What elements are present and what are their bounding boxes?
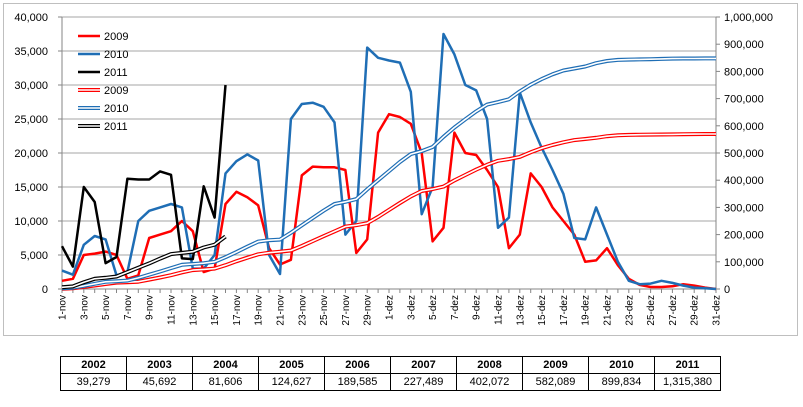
x-tick-label: 21-dez — [603, 295, 614, 326]
x-tick-label: 15-nov — [210, 295, 221, 326]
x-tick-label: 27-dez — [668, 295, 679, 326]
x-tick-label: 3-nov — [79, 295, 90, 320]
y-right-tick-label: 300,000 — [724, 202, 764, 214]
legend-label: 2010 — [104, 103, 128, 115]
x-tick-label: 15-dez — [537, 295, 548, 326]
total-cell: 1,315,380 — [654, 373, 721, 391]
x-tick-label: 19-dez — [581, 295, 592, 326]
total-cell: 899,834 — [588, 373, 655, 391]
legend-label: 2011 — [104, 121, 128, 133]
y-right-tick-label: 800,000 — [724, 66, 764, 78]
x-tick-label: 23-dez — [624, 295, 635, 326]
chart-area: 0 5,000 10,000 15,000 20,000 25,000 30,000 35,0… — [3, 3, 798, 336]
x-tick-label: 31-dez — [712, 295, 723, 326]
legend-label: 2009 — [104, 31, 128, 43]
y-right-tick-label: 700,000 — [724, 94, 764, 106]
year-cell: 2007 — [390, 356, 457, 374]
x-tick-label: 9-nov — [145, 295, 156, 320]
y-left-tick-label: 25,000 — [14, 114, 48, 126]
series-2011-left-line — [60, 84, 227, 268]
series-2010-right-line-inner — [61, 57, 716, 290]
x-tick-label: 17-dez — [559, 295, 570, 326]
year-cell: 2010 — [588, 356, 655, 374]
x-tick-label: 13-nov — [188, 295, 199, 326]
x-tick-label: 5-dez — [428, 295, 439, 320]
y-left-tick-label: 35,000 — [14, 46, 48, 58]
x-tick-label: 1-dez — [385, 295, 396, 320]
x-tick-label: 11-dez — [494, 295, 505, 325]
chart-frame — [3, 3, 798, 336]
series-2010-left-line — [61, 32, 717, 291]
x-tick-label: 3-dez — [406, 295, 417, 320]
y-right-tick-label: 900,000 — [724, 39, 764, 51]
x-tick-label: 25-dez — [646, 295, 657, 326]
x-tick-label: 5-nov — [101, 295, 112, 320]
x-tick-label: 7-dez — [450, 295, 461, 320]
table-value-row: 39,279 45,692 81,606 124,627 189,585 227,489 4… — [60, 373, 721, 391]
y-left-tick-label: 15,000 — [14, 182, 48, 194]
total-cell: 227,489 — [390, 373, 457, 391]
x-tick-label: 1-nov — [58, 295, 69, 320]
y-right-tick-label: 400,000 — [724, 175, 764, 187]
table-header-row: 2002 2003 2004 2005 2006 2007 2008 2009 2010 2011 — [60, 356, 721, 374]
y-right-tick-label: 600,000 — [724, 121, 764, 133]
x-tick-label: 25-nov — [319, 295, 330, 326]
total-cell: 39,279 — [60, 373, 127, 391]
y-left-tick-label: 5,000 — [20, 250, 48, 262]
legend-label: 2009 — [104, 85, 128, 97]
x-tick-label: 29-nov — [363, 295, 374, 326]
y-right-tick-label: 500,000 — [724, 148, 764, 160]
x-tick-label: 11-nov — [167, 295, 178, 325]
series-2009-left-line — [61, 112, 717, 291]
year-cell: 2002 — [60, 356, 127, 374]
y-right-tick-label: 200,000 — [724, 230, 764, 242]
total-cell: 582,089 — [522, 373, 589, 391]
year-cell: 2008 — [456, 356, 523, 374]
y-right-tick-label: 100,000 — [724, 257, 764, 269]
x-tick-label: 27-nov — [341, 295, 352, 326]
year-cell: 2009 — [522, 356, 589, 374]
year-cell: 2011 — [654, 356, 721, 374]
y-left-tick-label: 10,000 — [14, 216, 48, 228]
x-tick-label: 19-nov — [254, 295, 265, 326]
x-tick-label: 21-nov — [276, 295, 287, 326]
y-left-tick-label: 0 — [42, 284, 48, 296]
year-cell: 2006 — [324, 356, 391, 374]
total-cell: 402,072 — [456, 373, 523, 391]
y-right-tick-label: 0 — [724, 284, 730, 296]
line-chart: 0 5,000 10,000 15,000 20,000 25,000 30,000 35,0… — [14, 12, 773, 326]
year-cell: 2003 — [126, 356, 193, 374]
y-left-tick-label: 20,000 — [14, 148, 48, 160]
x-tick-label: 9-dez — [472, 295, 483, 320]
total-cell: 189,585 — [324, 373, 391, 391]
y-left-tick-label: 30,000 — [14, 80, 48, 92]
legend-label: 2010 — [104, 49, 128, 61]
x-tick-label: 29-dez — [690, 295, 701, 326]
yearly-totals-table: 2002 2003 2004 2005 2006 2007 2008 2009 2010 2011… — [60, 356, 721, 391]
series-2009-right-line-inner — [61, 133, 716, 290]
x-tick-label: 7-nov — [123, 295, 134, 320]
total-cell: 45,692 — [126, 373, 193, 391]
series-2011-right-line-inner — [61, 235, 226, 289]
x-tick-label: 17-nov — [232, 295, 243, 326]
x-tick-label: 13-dez — [515, 295, 526, 326]
legend-label: 2011 — [104, 67, 128, 79]
year-cell: 2004 — [192, 356, 259, 374]
y-left-tick-label: 40,000 — [14, 12, 48, 24]
total-cell: 124,627 — [258, 373, 325, 391]
total-cell: 81,606 — [192, 373, 259, 391]
y-right-tick-label: 1,000,000 — [724, 12, 773, 24]
year-cell: 2005 — [258, 356, 325, 374]
x-tick-label: 23-nov — [297, 295, 308, 326]
